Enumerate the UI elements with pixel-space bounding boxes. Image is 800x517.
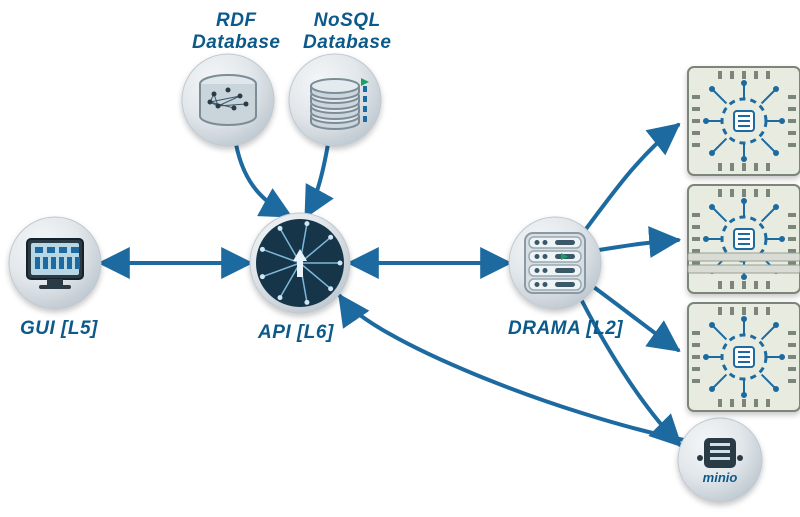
edge-rdf_api	[236, 144, 290, 216]
api-label: API [L6]	[258, 322, 334, 344]
compute-chip-2	[688, 185, 800, 293]
nosql-node	[289, 54, 381, 146]
edge-nosql_api	[306, 144, 328, 216]
edge-drama_chip1	[586, 125, 678, 229]
drama-node	[509, 217, 601, 309]
compute-chip-1	[688, 67, 800, 175]
compute-chip-3	[688, 303, 800, 411]
drama-label: DRAMA [L2]	[508, 318, 623, 340]
rdf-label: RDF Database	[192, 10, 281, 54]
gui-node	[9, 217, 101, 309]
gui-label: GUI [L5]	[20, 318, 98, 340]
minio-node: minio	[678, 418, 762, 502]
api-node	[250, 213, 350, 313]
edge-drama_chip2	[599, 240, 678, 250]
nosql-label: NoSQL Database	[303, 10, 392, 54]
rdf-node	[182, 54, 274, 146]
minio-label: minio	[703, 470, 738, 485]
